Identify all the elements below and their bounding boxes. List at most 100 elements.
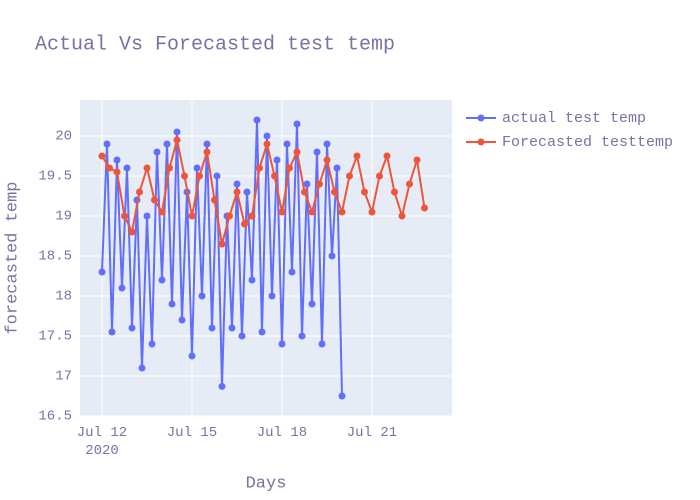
data-point (333, 164, 341, 172)
data-point (398, 212, 406, 220)
data-point (228, 324, 236, 332)
data-point (353, 152, 361, 160)
data-point (218, 382, 226, 390)
data-point (301, 188, 308, 196)
x-axis-title: Days (246, 474, 287, 493)
data-point (303, 180, 311, 188)
data-point (278, 340, 286, 348)
chart-title: Actual Vs Forecasted test temp (35, 33, 395, 56)
data-point (196, 172, 203, 180)
data-point (293, 120, 301, 128)
data-point (391, 188, 398, 196)
data-point (143, 164, 151, 172)
legend-label[interactable]: Forecasted testtemp (502, 134, 673, 151)
data-point (153, 148, 161, 156)
data-point (181, 172, 188, 180)
data-point (248, 276, 256, 284)
data-point (338, 392, 346, 400)
data-point (208, 324, 216, 332)
data-point (211, 196, 218, 204)
data-point (106, 164, 113, 172)
data-point (278, 208, 286, 216)
data-point (158, 208, 166, 216)
data-point (118, 284, 126, 292)
data-point (218, 240, 226, 248)
legend-marker (477, 138, 485, 146)
data-point (113, 156, 121, 164)
y-tick-label: 18 (55, 289, 72, 305)
data-point (271, 172, 278, 180)
y-tick-label: 17 (55, 369, 72, 385)
data-point (328, 252, 336, 260)
data-point (98, 152, 106, 160)
data-point (368, 208, 376, 216)
data-point (331, 188, 338, 196)
data-point (256, 164, 263, 172)
data-point (138, 364, 146, 372)
x-tick-label: Jul 15 (167, 425, 217, 441)
data-point (158, 276, 166, 284)
data-point (123, 164, 131, 172)
data-point (413, 156, 421, 164)
data-point (173, 128, 181, 136)
data-point (298, 332, 306, 340)
y-tick-label: 17.5 (38, 329, 72, 345)
x-tick-label: Jul 18 (257, 425, 307, 441)
y-tick-label: 19 (55, 209, 72, 225)
data-point (283, 140, 291, 148)
data-point (188, 352, 196, 360)
data-point (308, 208, 316, 216)
data-point (226, 212, 233, 220)
data-point (323, 140, 331, 148)
data-point (128, 324, 136, 332)
data-point (268, 292, 276, 300)
legend-label[interactable]: actual test temp (502, 110, 646, 127)
data-point (233, 180, 241, 188)
data-point (121, 212, 128, 220)
data-point (263, 132, 271, 140)
data-point (151, 196, 158, 204)
y-tick-label: 19.5 (38, 169, 72, 185)
data-point (188, 212, 196, 220)
data-point (108, 328, 116, 336)
data-point (203, 140, 211, 148)
x-tick-label: Jul 21 (347, 425, 397, 441)
data-point (173, 136, 181, 144)
data-point (421, 204, 428, 212)
data-point (318, 340, 326, 348)
data-point (258, 328, 266, 336)
data-point (273, 156, 281, 164)
data-point (263, 140, 271, 148)
data-point (166, 164, 173, 172)
data-point (103, 140, 111, 148)
data-point (308, 300, 316, 308)
data-point (148, 340, 156, 348)
y-tick-label: 16.5 (38, 409, 72, 425)
data-point (198, 292, 206, 300)
data-point (168, 300, 176, 308)
data-point (248, 212, 256, 220)
data-point (313, 148, 321, 156)
data-point (128, 228, 136, 236)
data-point (136, 188, 143, 196)
data-point (323, 156, 331, 164)
data-point (241, 220, 248, 228)
marks (98, 116, 428, 400)
data-point (213, 172, 221, 180)
data-point (376, 172, 383, 180)
x-tick-label: Jul 12 2020 (77, 425, 127, 459)
data-point (178, 316, 186, 324)
data-point (238, 332, 246, 340)
data-point (143, 212, 151, 220)
y-tick-label: 18.5 (38, 249, 72, 265)
data-point (383, 152, 391, 160)
data-point (338, 208, 346, 216)
data-point (346, 172, 353, 180)
data-point (361, 188, 368, 196)
y-axis-title: forecasted temp (3, 181, 22, 334)
legend-marker (477, 114, 485, 122)
data-point (316, 180, 323, 188)
legend: actual test temp Forecasted testtemp (466, 110, 673, 151)
data-point (163, 140, 171, 148)
